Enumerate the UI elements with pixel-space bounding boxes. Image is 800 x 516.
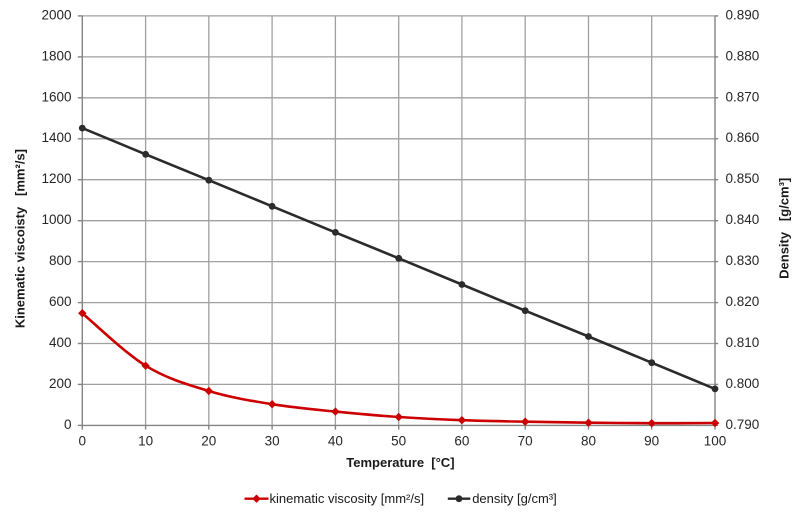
svg-text:90: 90: [644, 434, 659, 449]
svg-text:30: 30: [265, 434, 280, 449]
svg-text:80: 80: [581, 434, 596, 449]
svg-text:1600: 1600: [41, 89, 71, 104]
svg-text:density [g/cm³]: density [g/cm³]: [472, 491, 557, 506]
svg-text:200: 200: [49, 376, 72, 391]
svg-text:400: 400: [49, 335, 72, 350]
svg-text:Temperature [°C]: Temperature [°C]: [346, 455, 454, 470]
svg-text:0.870: 0.870: [726, 89, 760, 104]
svg-text:50: 50: [391, 434, 406, 449]
svg-text:40: 40: [328, 434, 343, 449]
svg-text:0.820: 0.820: [726, 294, 760, 309]
svg-text:1000: 1000: [41, 212, 71, 227]
svg-text:kinematic viscosity [mm²/s]: kinematic viscosity [mm²/s]: [270, 491, 425, 506]
svg-text:0.890: 0.890: [726, 7, 760, 22]
svg-text:0.860: 0.860: [726, 130, 760, 145]
svg-text:10: 10: [138, 434, 153, 449]
svg-text:0.880: 0.880: [726, 48, 760, 63]
svg-text:800: 800: [49, 253, 72, 268]
svg-text:0: 0: [64, 417, 72, 432]
svg-text:1400: 1400: [41, 130, 71, 145]
svg-text:0.810: 0.810: [726, 335, 760, 350]
svg-text:0.790: 0.790: [726, 417, 760, 432]
svg-text:20: 20: [201, 434, 216, 449]
svg-text:0.850: 0.850: [726, 171, 760, 186]
svg-text:600: 600: [49, 294, 72, 309]
svg-text:0.800: 0.800: [726, 376, 760, 391]
svg-text:2000: 2000: [41, 7, 71, 22]
svg-text:70: 70: [518, 434, 533, 449]
svg-text:Kinematic viscoisty [mm²/s]: Kinematic viscoisty [mm²/s]: [13, 149, 28, 328]
svg-text:60: 60: [454, 434, 469, 449]
svg-text:1200: 1200: [41, 171, 71, 186]
svg-text:0: 0: [79, 434, 87, 449]
svg-text:1800: 1800: [41, 48, 71, 63]
svg-text:Density [g/cm³]: Density [g/cm³]: [777, 178, 792, 279]
svg-text:100: 100: [704, 434, 727, 449]
svg-text:0.840: 0.840: [726, 212, 760, 227]
svg-text:0.830: 0.830: [726, 253, 760, 268]
